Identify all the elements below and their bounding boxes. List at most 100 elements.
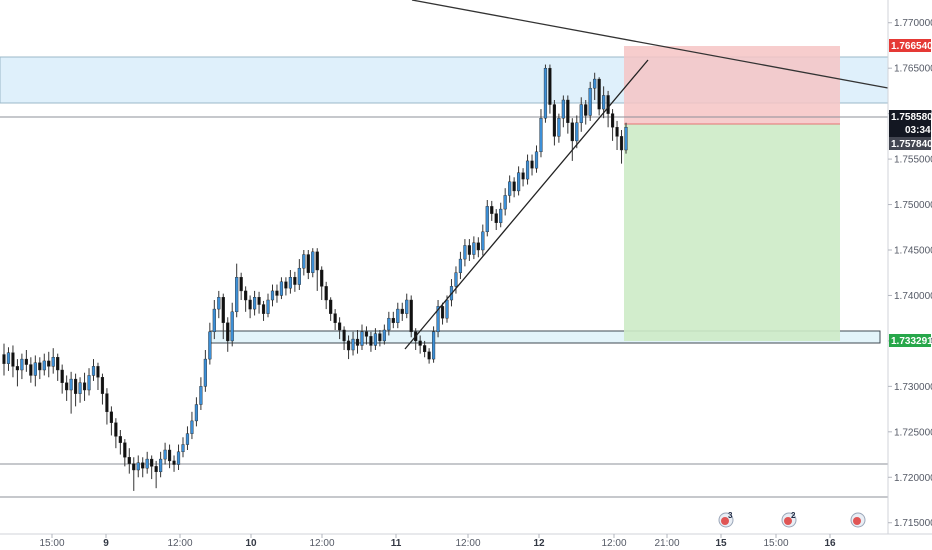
candle-body bbox=[235, 277, 239, 313]
x-tick-label: 12:00 bbox=[167, 538, 192, 549]
candle-body bbox=[208, 331, 212, 360]
y-tick-label: 1.755000 bbox=[894, 155, 932, 166]
candle-body bbox=[436, 306, 440, 333]
candle-body bbox=[427, 351, 431, 360]
candle-body bbox=[320, 269, 324, 287]
candle-body bbox=[60, 369, 64, 383]
y-tick-label: 1.740000 bbox=[894, 291, 932, 302]
candle-body bbox=[78, 382, 82, 394]
entry-price-tag-bg bbox=[889, 137, 931, 150]
candle-body bbox=[127, 457, 131, 464]
candle-body bbox=[11, 352, 15, 367]
y-axis-ticks: 1.7700001.7650001.7600001.7550001.750000… bbox=[888, 18, 932, 529]
event-icon-1[interactable] bbox=[850, 512, 866, 528]
candle-body bbox=[324, 286, 328, 301]
x-tick-label: 10 bbox=[245, 538, 257, 549]
candle-body bbox=[382, 329, 386, 342]
candle-body bbox=[346, 340, 351, 351]
candle-body bbox=[244, 290, 248, 301]
candle-body bbox=[570, 122, 574, 142]
candle-body bbox=[239, 277, 243, 292]
candle-body bbox=[172, 460, 176, 465]
entry-price: 1.757840 bbox=[891, 139, 932, 150]
descending-trend-line[interactable] bbox=[411, 0, 889, 89]
y-tick-label: 1.770000 bbox=[894, 18, 932, 29]
position-stop-zone[interactable] bbox=[624, 46, 840, 124]
candle-body bbox=[311, 251, 315, 273]
candle-body bbox=[297, 267, 301, 285]
candle-body bbox=[423, 345, 427, 353]
candle-body bbox=[167, 449, 172, 462]
candle-body bbox=[100, 377, 105, 394]
candle-body bbox=[24, 358, 28, 365]
candle-body bbox=[270, 290, 275, 301]
candle-body bbox=[360, 331, 364, 346]
candle-body bbox=[485, 206, 489, 233]
candle-body bbox=[503, 195, 507, 210]
candle-body bbox=[400, 308, 404, 314]
candle-body bbox=[481, 231, 485, 251]
position-target-zone[interactable] bbox=[624, 124, 840, 341]
y-tick-label: 1.725000 bbox=[894, 427, 932, 438]
candle-body bbox=[566, 99, 570, 123]
current-price: 1.758580 bbox=[891, 112, 932, 123]
candle-body bbox=[329, 299, 333, 314]
candle-body bbox=[253, 297, 257, 310]
candle-body bbox=[517, 172, 521, 192]
y-tick-label: 1.765000 bbox=[894, 64, 932, 75]
x-tick-label: 15:00 bbox=[763, 538, 788, 549]
candle-body bbox=[56, 357, 60, 371]
candle-body bbox=[132, 463, 136, 471]
candle-body bbox=[584, 104, 588, 116]
stop-loss-tag-bg bbox=[889, 39, 931, 52]
candle-body bbox=[378, 333, 382, 342]
candle-body bbox=[248, 299, 252, 310]
candle-body bbox=[150, 458, 154, 467]
candle-body bbox=[431, 331, 436, 360]
candle-body bbox=[302, 254, 306, 269]
candle-body bbox=[47, 360, 51, 367]
event-icon-1-dot bbox=[853, 517, 861, 525]
candle-body bbox=[454, 272, 458, 287]
y-tick-label: 1.745000 bbox=[894, 246, 932, 257]
candle-body bbox=[65, 382, 69, 391]
event-icon-3[interactable]: 3 bbox=[718, 511, 734, 528]
candle-body bbox=[458, 258, 463, 273]
candle-body bbox=[33, 362, 37, 376]
take-profit-tag-bg bbox=[889, 334, 931, 347]
stop-loss-price: 1.766540 bbox=[891, 41, 932, 52]
candle-body bbox=[624, 127, 628, 151]
candle-body bbox=[333, 313, 337, 323]
current-price-tag-bg bbox=[889, 110, 931, 137]
candle-body bbox=[91, 366, 96, 376]
candle-body bbox=[490, 206, 494, 214]
stop-loss-tag: 1.766540 bbox=[889, 39, 932, 52]
candle-body bbox=[226, 322, 230, 342]
candle-body bbox=[588, 87, 592, 116]
candle-body bbox=[74, 378, 78, 394]
candle-body bbox=[221, 297, 225, 323]
y-tick-label: 1.750000 bbox=[894, 200, 932, 211]
candle-body bbox=[472, 242, 476, 255]
ascending-trend-line[interactable] bbox=[404, 59, 649, 350]
x-tick-label: 15 bbox=[715, 538, 727, 549]
candle-body bbox=[355, 338, 360, 346]
x-tick-label: 12:00 bbox=[455, 538, 480, 549]
candle-body bbox=[159, 458, 163, 473]
event-icon-2[interactable]: 2 bbox=[781, 511, 797, 528]
candle-body bbox=[445, 299, 449, 319]
candle-body bbox=[615, 127, 619, 137]
candle-body bbox=[6, 352, 11, 364]
candle-body bbox=[525, 160, 530, 180]
x-tick-label: 11 bbox=[391, 538, 402, 549]
x-axis-ticks: 15:00 9 12:00 10 12:00 11 12:00 12 12:00 21:00 15 1… bbox=[39, 534, 836, 549]
candle-body bbox=[521, 172, 525, 180]
candle-body bbox=[548, 67, 552, 105]
candle-body bbox=[230, 311, 234, 342]
candle-body bbox=[199, 386, 203, 405]
candle-body bbox=[557, 117, 561, 137]
candle-body bbox=[351, 338, 355, 351]
candle-body bbox=[602, 95, 606, 110]
candle-body bbox=[203, 358, 207, 387]
